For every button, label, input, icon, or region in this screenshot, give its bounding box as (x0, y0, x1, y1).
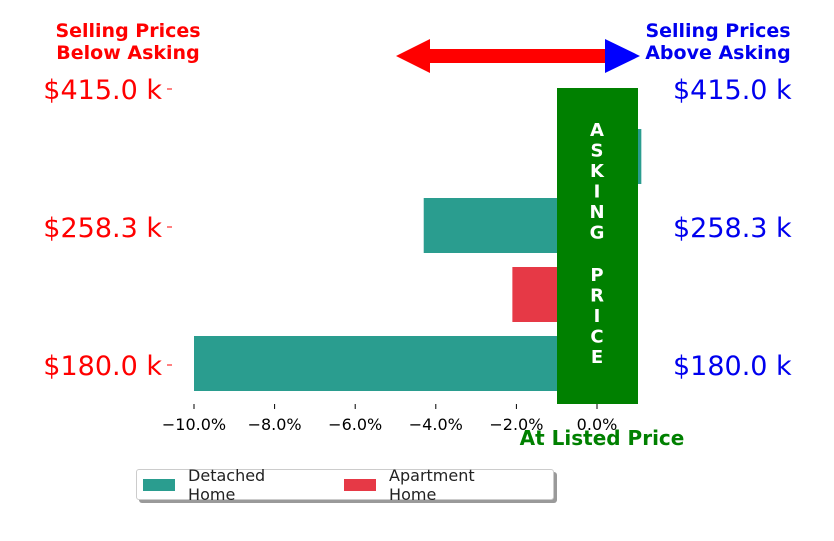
legend: Detached Home Apartment Home (136, 466, 554, 504)
bars-group (194, 129, 642, 391)
asking-band-letter: A (590, 120, 604, 141)
legend-label: Detached Home (188, 465, 266, 504)
x-tick-label: −10.0% (162, 415, 226, 434)
asking-band-letter: E (591, 347, 603, 368)
legend-label: Apartment Home (389, 465, 475, 504)
asking-band-letter: C (590, 327, 603, 348)
legend-item: Apartment Home (344, 466, 519, 504)
asking-band-letter: G (590, 223, 605, 244)
arrow-head-right (605, 39, 640, 73)
legend-item: Detached Home (143, 466, 310, 504)
y-tick-label-left: $415.0 k (43, 75, 162, 106)
header-line: Selling Prices (645, 20, 791, 42)
y-tick-label-left: $180.0 k (43, 351, 162, 382)
x-tick-label: −6.0% (328, 415, 382, 434)
legend-swatch (143, 478, 176, 491)
x-axis: −10.0% −8.0% −6.0% −4.0% −2.0% 0.0% (162, 404, 617, 434)
x-tick-label: −8.0% (248, 415, 302, 434)
header-line: Selling Prices (55, 20, 201, 42)
asking-band-rect (557, 88, 638, 404)
asking-band-letter: R (590, 286, 604, 307)
x-tick-label: 0.0% (577, 415, 618, 434)
above-asking-header: Selling Prices Above Asking (626, 20, 810, 64)
direction-arrow (396, 39, 640, 73)
asking-band-letter: S (591, 141, 604, 162)
legend-swatch (344, 478, 377, 491)
y-tick-label-right: $180.0 k (673, 351, 792, 382)
x-axis-title: At Listed Price (519, 426, 685, 450)
y-axis-labels: $415.0 k $258.3 k $180.0 k $415.0 k $258.3 k… (43, 75, 792, 382)
y-tick-label-left: $258.3 k (43, 213, 162, 244)
header-line: Below Asking (56, 42, 200, 64)
header-line: Above Asking (645, 42, 791, 64)
arrow-shaft (428, 49, 608, 63)
y-tick-label-right: $258.3 k (673, 213, 792, 244)
asking-band-letter: I (594, 182, 601, 203)
arrow-head-left (396, 39, 430, 73)
asking-band-letter: N (589, 202, 604, 223)
asking-band-letter: P (590, 265, 603, 286)
bar-detached-home (194, 336, 597, 391)
asking-band-letter: I (594, 306, 601, 327)
y-tick-label-right: $415.0 k (673, 75, 792, 106)
below-asking-header: Selling Prices Below Asking (36, 20, 220, 64)
x-tick-label: −2.0% (489, 415, 543, 434)
x-tick-label: −4.0% (409, 415, 463, 434)
asking-band-letter: K (590, 161, 605, 182)
